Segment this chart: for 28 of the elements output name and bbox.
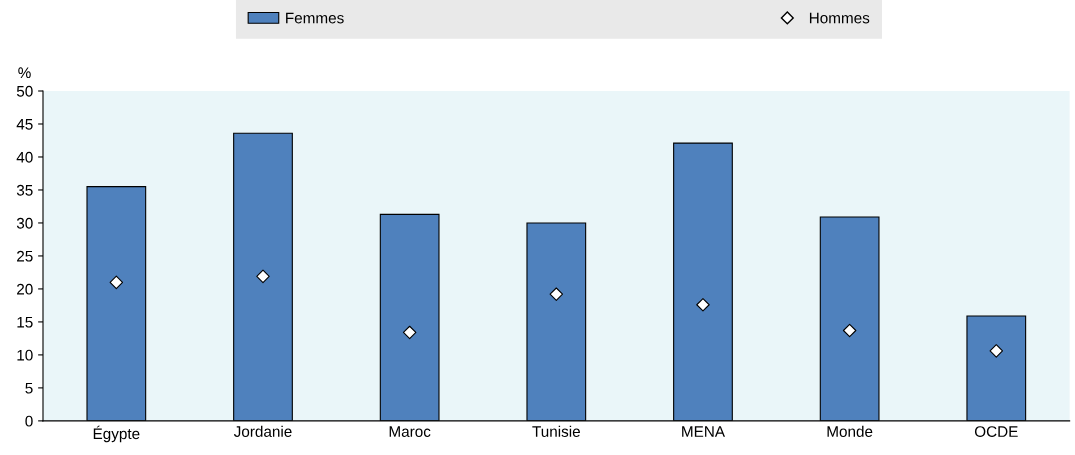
x-tick-label: Tunisie xyxy=(532,425,580,437)
x-tick-label: Égypte xyxy=(93,425,140,443)
y-tick-label: 0 xyxy=(25,415,33,427)
y-tick-label: 25 xyxy=(17,250,33,262)
x-tick-label: Jordanie xyxy=(233,425,292,437)
x-tick-label: OCDE xyxy=(974,426,1018,437)
y-tick-label: 50 xyxy=(16,85,33,97)
y-tick-label: 20 xyxy=(17,283,33,295)
legend-label: Femmes xyxy=(286,12,344,24)
point xyxy=(549,287,564,301)
y-tick-label: 40 xyxy=(16,151,33,163)
legend-label: Hommes xyxy=(809,12,870,24)
point xyxy=(696,297,710,312)
y-axis-title: % xyxy=(18,67,31,79)
x-tick-label: MENA xyxy=(682,426,726,437)
point xyxy=(256,269,270,284)
y-tick-label: 10 xyxy=(17,349,33,361)
point xyxy=(109,275,124,290)
y-tick-label: 45 xyxy=(16,119,33,130)
x-tick-label: Monde xyxy=(827,425,873,437)
y-tick-label: 35 xyxy=(16,184,33,196)
point xyxy=(989,344,1004,358)
y-tick-label: 15 xyxy=(17,316,33,328)
y-tick-label: 5 xyxy=(25,382,33,394)
y-tick-label: 30 xyxy=(16,217,33,229)
x-tick-label: Maroc xyxy=(389,426,431,437)
point xyxy=(402,325,417,340)
point xyxy=(842,323,857,338)
